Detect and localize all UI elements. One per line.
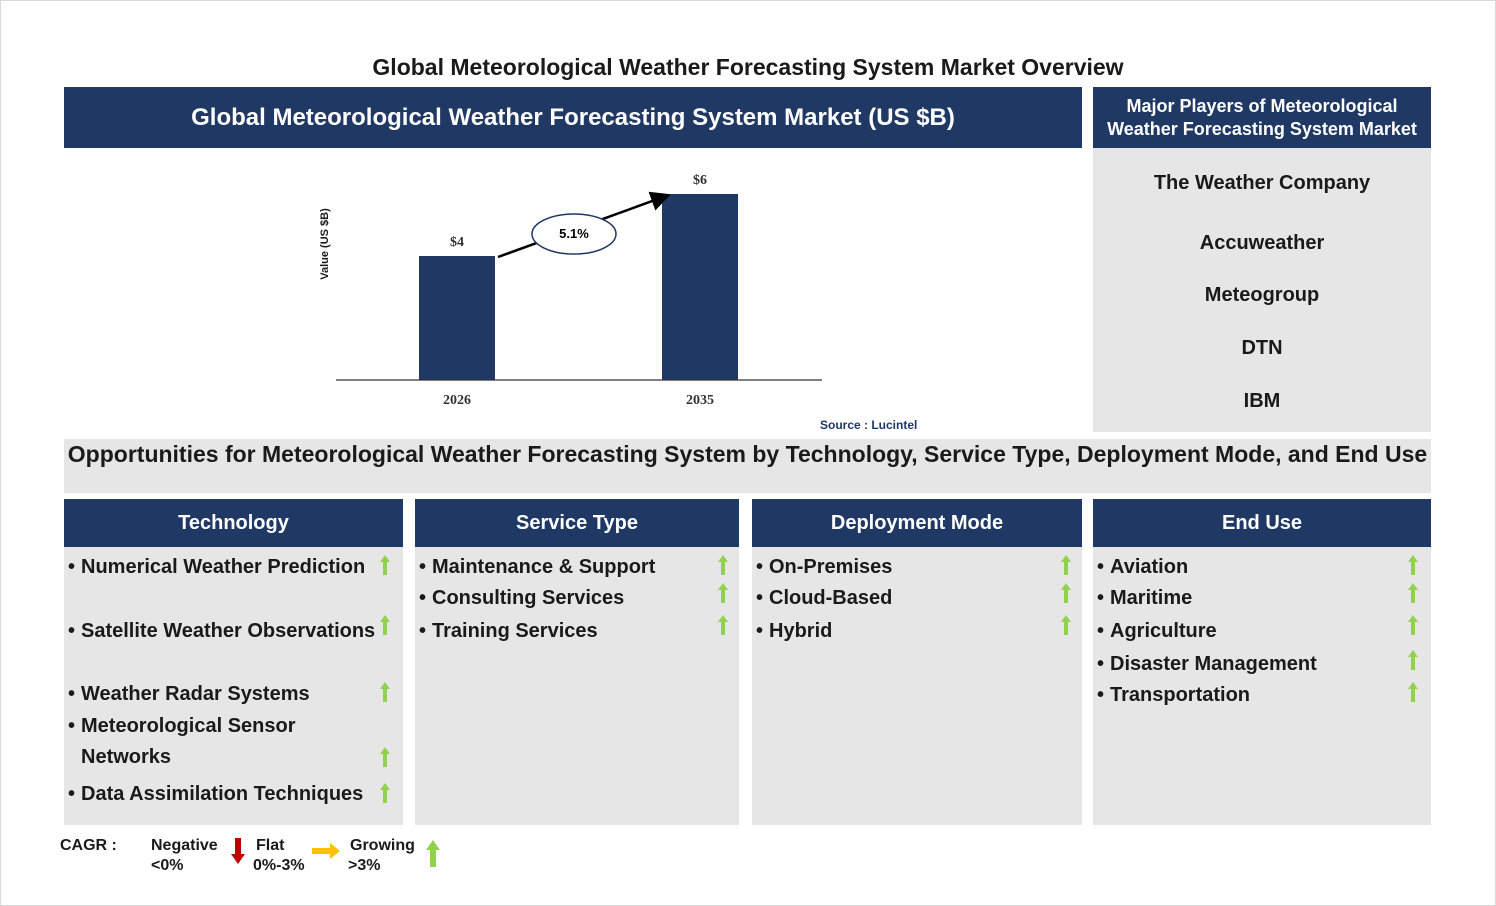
list-item: • Weather Radar Systems [68, 683, 310, 705]
up-arrow-green-icon [380, 682, 390, 702]
bar-2026 [419, 256, 495, 380]
player-item: DTN [1241, 337, 1283, 359]
list-item: • On-Premises [756, 556, 893, 578]
y-axis-label: Value (US $B) [319, 208, 331, 280]
legend-growing-name: Growing [350, 837, 415, 854]
legend-label: CAGR : [60, 837, 117, 854]
legend-flat-range: 0%-3% [253, 857, 305, 874]
legend-negative-range: <0% [151, 857, 184, 874]
list-item: • Training Services [419, 620, 598, 642]
data-label: $4 [450, 235, 464, 250]
data-label: $6 [693, 173, 707, 188]
up-arrow-green-icon [1408, 682, 1418, 702]
up-arrow-green-icon [1408, 583, 1418, 603]
chart-source: Source : Lucintel [820, 418, 918, 432]
column-body-deployment-mode: • On-Premises • Cloud-Based • Hybrid [752, 547, 1082, 825]
cagr-label: 5.1% [559, 226, 589, 241]
column-body-service-type: • Maintenance & Support • Consulting Servi… [415, 547, 739, 825]
up-arrow-green-icon [1408, 555, 1418, 575]
list-item: • Data Assimilation Techniques [68, 783, 364, 805]
players-header: Major Players of Meteorological Weather … [1093, 87, 1431, 148]
up-arrow-green-icon [718, 615, 728, 635]
list-item: • Consulting Services [419, 587, 625, 609]
list-item: • Satellite Weather Observations [68, 620, 376, 642]
up-arrow-green-icon [1061, 555, 1071, 575]
bar-2035 [662, 194, 738, 380]
up-arrow-green-icon [1408, 615, 1418, 635]
up-arrow-green-icon [380, 615, 390, 635]
up-arrow-green-icon [1061, 615, 1071, 635]
list-item: • Maritime [1097, 587, 1193, 609]
column-header-technology: Technology [64, 499, 403, 547]
right-arrow-yellow-icon [312, 843, 340, 859]
column-header-deployment-mode: Deployment Mode [752, 499, 1082, 547]
list-item: • Transportation [1097, 684, 1251, 706]
column-body-technology: • Numerical Weather Prediction • Satellite… [64, 547, 403, 825]
up-arrow-green-icon [718, 555, 728, 575]
list-item: • Disaster Management [1097, 653, 1317, 675]
player-item: The Weather Company [1153, 172, 1371, 194]
opportunities-title: Opportunities for Meteorological Weather… [64, 439, 1431, 493]
column-header-end-use: End Use [1093, 499, 1431, 547]
legend-flat-name: Flat [256, 837, 285, 854]
list-item: • Hybrid [756, 620, 833, 642]
down-arrow-red-icon [231, 838, 245, 864]
player-item: Meteogroup [1204, 284, 1320, 306]
player-item: Accuweather [1199, 232, 1325, 254]
list-item: • Numerical Weather Prediction [68, 556, 366, 578]
legend-negative-name: Negative [151, 837, 218, 854]
up-arrow-green-icon [718, 583, 728, 603]
market-bar-chart: Value (US $B) $4 2026 $6 2035 5.1% [319, 173, 822, 408]
up-arrow-green-icon [1408, 650, 1418, 670]
page-title: Global Meteorological Weather Forecastin… [372, 54, 1124, 80]
players-list: The Weather Company Accuweather Meteogro… [1093, 148, 1431, 432]
list-item: • Maintenance & Support [419, 556, 656, 578]
cagr-bubble [531, 213, 617, 255]
up-arrow-green-icon [380, 783, 390, 803]
list-item: • Aviation [1097, 556, 1189, 578]
up-arrow-green-icon [380, 747, 390, 767]
x-tick-label: 2026 [443, 393, 471, 408]
list-item: • Agriculture [1097, 620, 1217, 642]
up-arrow-green-icon [1061, 583, 1071, 603]
chart-panel-header: Global Meteorological Weather Forecastin… [64, 87, 1082, 148]
legend-growing-range: >3% [348, 857, 381, 874]
column-body-end-use: • Aviation • Maritime • Agriculture • Disast… [1093, 547, 1431, 825]
up-arrow-green-icon [426, 840, 440, 867]
list-item: • Meteorological Sensor Networks [68, 715, 296, 768]
up-arrow-green-icon [380, 555, 390, 575]
column-header-service-type: Service Type [415, 499, 739, 547]
x-tick-label: 2035 [686, 393, 714, 408]
list-item: • Cloud-Based [756, 587, 893, 609]
player-item: IBM [1243, 390, 1281, 412]
